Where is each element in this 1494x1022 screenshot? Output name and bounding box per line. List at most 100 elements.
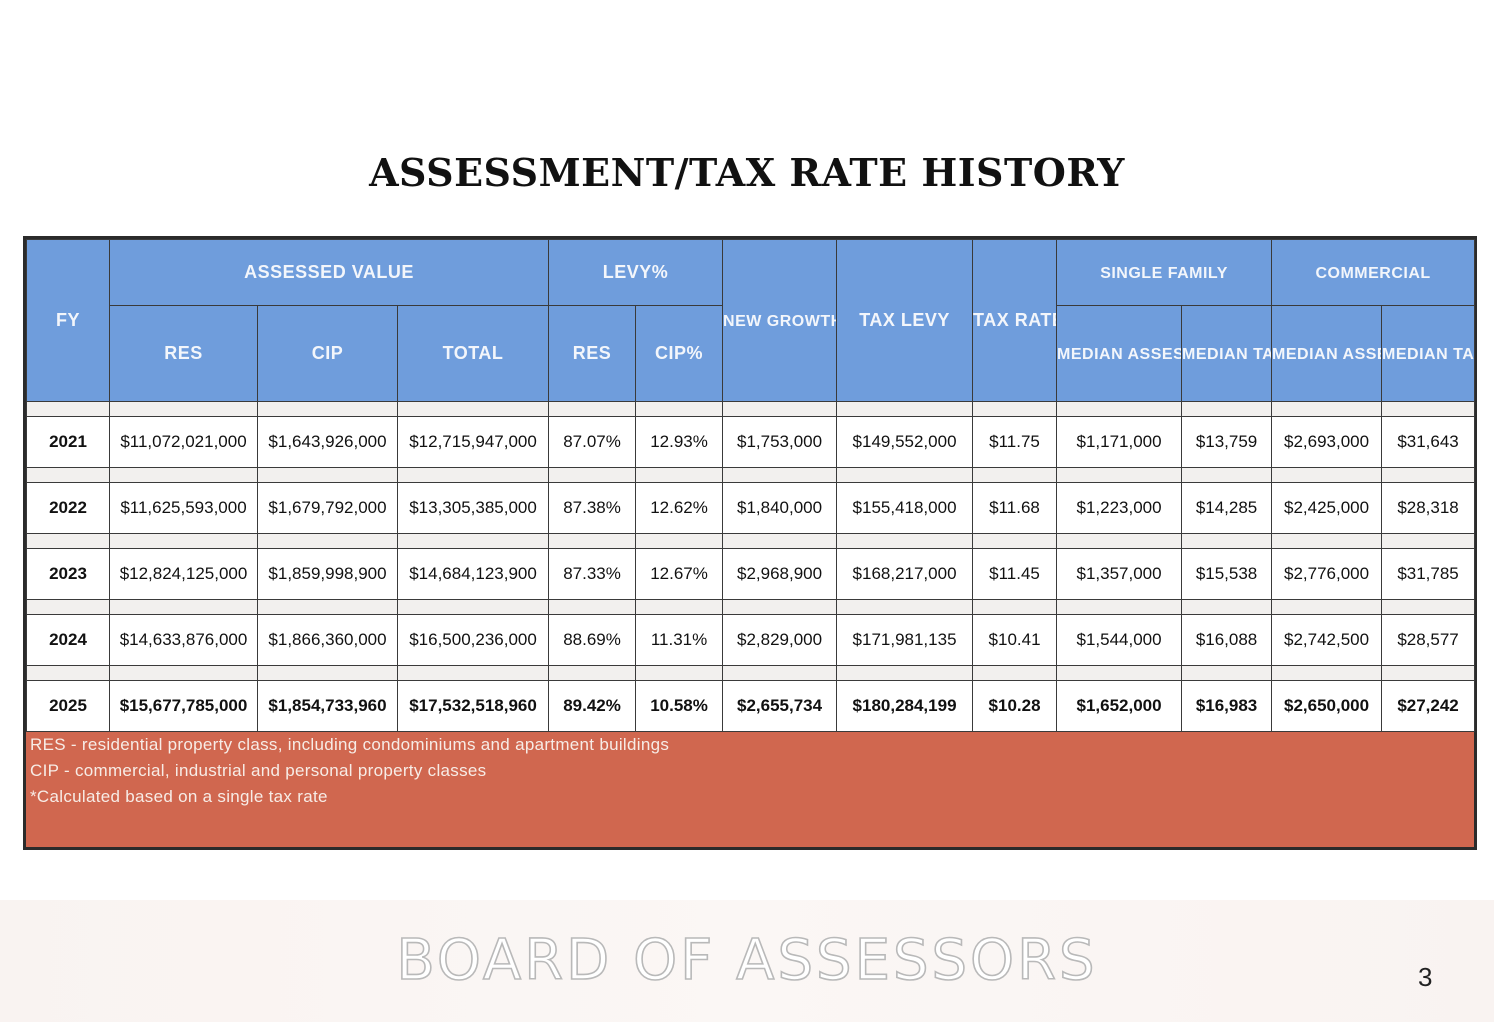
cell-com-median-assessed: $2,693,000 xyxy=(1271,416,1383,468)
spacer-row xyxy=(26,401,1476,417)
cell-total: $12,715,947,000 xyxy=(396,416,550,468)
cell-res: $11,625,593,000 xyxy=(109,482,258,534)
cell-tax-rate: $11.45 xyxy=(972,548,1058,600)
table-row: 2023 $12,824,125,000 $1,859,998,900 $14,… xyxy=(26,548,1476,600)
note-cip: CIP - commercial, industrial and persona… xyxy=(30,761,487,780)
spacer-row xyxy=(26,467,1476,483)
cell-res: $11,072,021,000 xyxy=(109,416,258,468)
cell-total: $14,684,123,900 xyxy=(396,548,550,600)
cell-sf-median-taxes: $15,538 xyxy=(1181,548,1273,600)
cell-levy-res: 87.38% xyxy=(548,482,637,534)
cell-cip: $1,679,792,000 xyxy=(257,482,398,534)
tax-history-table-frame: FY ASSESSED VALUE LEVY% NEW GROWTH TAX D… xyxy=(23,236,1477,850)
cell-sf-median-taxes: $14,285 xyxy=(1181,482,1273,534)
table-row: 2021 $11,072,021,000 $1,643,926,000 $12,… xyxy=(26,416,1476,468)
header-levy-res: RES xyxy=(548,305,637,402)
cell-com-median-taxes: $31,643 xyxy=(1381,416,1476,468)
cell-tax-levy: $149,552,000 xyxy=(836,416,974,468)
header-sf-median-assessed: MEDIAN ASSESSED xyxy=(1056,305,1183,402)
cell-tax-rate: $11.68 xyxy=(972,482,1058,534)
cell-tax-rate: $10.28 xyxy=(972,680,1058,732)
note-single-rate: *Calculated based on a single tax rate xyxy=(30,787,328,806)
header-cip: CIP xyxy=(257,305,398,402)
header-total: TOTAL xyxy=(396,305,550,402)
cell-com-median-taxes: $27,242 xyxy=(1381,680,1476,732)
cell-cip: $1,859,998,900 xyxy=(257,548,398,600)
cell-fy: 2023 xyxy=(26,548,110,600)
cell-cip: $1,854,733,960 xyxy=(257,680,398,732)
cell-levy-res: 87.07% xyxy=(548,416,637,468)
cell-com-median-assessed: $2,776,000 xyxy=(1271,548,1383,600)
cell-com-median-taxes: $31,785 xyxy=(1381,548,1476,600)
spacer-row xyxy=(26,533,1476,549)
cell-cip: $1,866,360,000 xyxy=(257,614,398,666)
page-number: 3 xyxy=(1418,962,1433,992)
cell-tax-levy: $155,418,000 xyxy=(836,482,974,534)
header-single-family: SINGLE FAMILY xyxy=(1056,239,1273,306)
header-levy-cip: CIP% xyxy=(635,305,724,402)
cell-tax-rate: $10.41 xyxy=(972,614,1058,666)
cell-tax-levy: $180,284,199 xyxy=(836,680,974,732)
footer-title: BOARD OF ASSESSORS xyxy=(396,927,1098,994)
cell-new-growth: $1,753,000 xyxy=(722,416,838,468)
cell-tax-levy: $168,217,000 xyxy=(836,548,974,600)
cell-com-median-assessed: $2,650,000 xyxy=(1271,680,1383,732)
cell-levy-cip: 12.93% xyxy=(635,416,724,468)
cell-new-growth: $1,840,000 xyxy=(722,482,838,534)
cell-sf-median-taxes: $13,759 xyxy=(1181,416,1273,468)
cell-res: $15,677,785,000 xyxy=(109,680,258,732)
cell-levy-cip: 12.62% xyxy=(635,482,724,534)
cell-sf-median-assessed: $1,171,000 xyxy=(1056,416,1183,468)
cell-levy-cip: 11.31% xyxy=(635,614,724,666)
cell-levy-res: 89.42% xyxy=(548,680,637,732)
cell-tax-levy: $171,981,135 xyxy=(836,614,974,666)
header-commercial: COMMERCIAL xyxy=(1271,239,1476,306)
cell-sf-median-assessed: $1,544,000 xyxy=(1056,614,1183,666)
tax-history-table: FY ASSESSED VALUE LEVY% NEW GROWTH TAX D… xyxy=(26,239,1476,732)
spacer-row xyxy=(26,665,1476,681)
cell-sf-median-taxes: $16,983 xyxy=(1181,680,1273,732)
cell-fy: 2024 xyxy=(26,614,110,666)
cell-levy-cip: 10.58% xyxy=(635,680,724,732)
cell-levy-res: 88.69% xyxy=(548,614,637,666)
header-new-growth: NEW GROWTH TAX DOLLARS xyxy=(722,239,838,402)
cell-sf-median-taxes: $16,088 xyxy=(1181,614,1273,666)
header-tax-levy: TAX LEVY xyxy=(836,239,974,402)
cell-res: $12,824,125,000 xyxy=(109,548,258,600)
cell-com-median-taxes: $28,577 xyxy=(1381,614,1476,666)
cell-total: $17,532,518,960 xyxy=(396,680,550,732)
cell-res: $14,633,876,000 xyxy=(109,614,258,666)
cell-new-growth: $2,829,000 xyxy=(722,614,838,666)
cell-fy: 2025 xyxy=(26,680,110,732)
cell-com-median-taxes: $28,318 xyxy=(1381,482,1476,534)
header-com-median-assessed: MEDIAN ASSESSED xyxy=(1271,305,1383,402)
cell-fy: 2022 xyxy=(26,482,110,534)
header-fy: FY xyxy=(26,239,110,402)
cell-com-median-assessed: $2,742,500 xyxy=(1271,614,1383,666)
page-title: ASSESSMENT/TAX RATE HISTORY xyxy=(369,150,1125,195)
cell-sf-median-assessed: $1,223,000 xyxy=(1056,482,1183,534)
footer-banner xyxy=(0,900,1494,1022)
notes-panel: RES - residential property class, includ… xyxy=(26,732,1474,810)
spacer-row xyxy=(26,599,1476,615)
table-row: 2024 $14,633,876,000 $1,866,360,000 $16,… xyxy=(26,614,1476,666)
cell-fy: 2021 xyxy=(26,416,110,468)
header-res: RES xyxy=(109,305,258,402)
table-row: 2025 $15,677,785,000 $1,854,733,960 $17,… xyxy=(26,680,1476,732)
cell-tax-rate: $11.75 xyxy=(972,416,1058,468)
cell-sf-median-assessed: $1,652,000 xyxy=(1056,680,1183,732)
note-res: RES - residential property class, includ… xyxy=(30,735,670,754)
cell-new-growth: $2,968,900 xyxy=(722,548,838,600)
header-com-median-taxes: MEDIAN TAXES xyxy=(1381,305,1476,402)
cell-com-median-assessed: $2,425,000 xyxy=(1271,482,1383,534)
cell-new-growth: $2,655,734 xyxy=(722,680,838,732)
cell-sf-median-assessed: $1,357,000 xyxy=(1056,548,1183,600)
header-sf-median-taxes: MEDIAN TAXES xyxy=(1181,305,1273,402)
header-assessed-value: ASSESSED VALUE xyxy=(108,239,550,306)
cell-total: $16,500,236,000 xyxy=(396,614,550,666)
header-tax-rate: TAX RATE xyxy=(972,239,1058,402)
cell-levy-res: 87.33% xyxy=(548,548,637,600)
cell-cip: $1,643,926,000 xyxy=(257,416,398,468)
table-row: 2022 $11,625,593,000 $1,679,792,000 $13,… xyxy=(26,482,1476,534)
cell-levy-cip: 12.67% xyxy=(635,548,724,600)
